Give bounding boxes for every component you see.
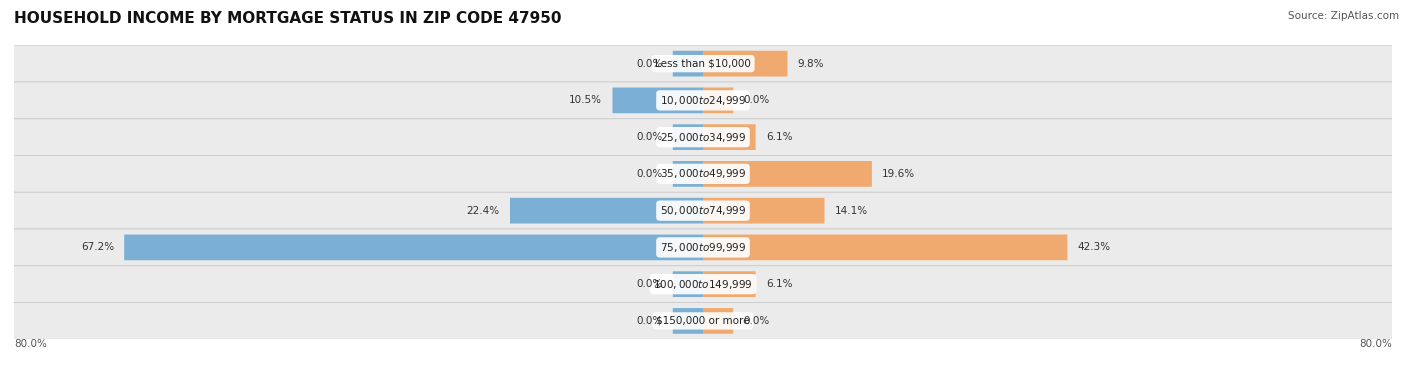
Text: 80.0%: 80.0% bbox=[1360, 339, 1392, 349]
Text: 67.2%: 67.2% bbox=[80, 242, 114, 253]
Text: Less than $10,000: Less than $10,000 bbox=[655, 58, 751, 69]
Text: $50,000 to $74,999: $50,000 to $74,999 bbox=[659, 204, 747, 217]
Text: 0.0%: 0.0% bbox=[637, 169, 662, 179]
FancyBboxPatch shape bbox=[673, 124, 703, 150]
Text: 0.0%: 0.0% bbox=[744, 95, 769, 106]
Text: 14.1%: 14.1% bbox=[835, 205, 868, 216]
FancyBboxPatch shape bbox=[703, 234, 1067, 260]
FancyBboxPatch shape bbox=[703, 51, 787, 77]
Text: 22.4%: 22.4% bbox=[467, 205, 499, 216]
FancyBboxPatch shape bbox=[10, 45, 1396, 82]
FancyBboxPatch shape bbox=[703, 161, 872, 187]
FancyBboxPatch shape bbox=[703, 87, 733, 113]
FancyBboxPatch shape bbox=[703, 308, 733, 334]
Text: HOUSEHOLD INCOME BY MORTGAGE STATUS IN ZIP CODE 47950: HOUSEHOLD INCOME BY MORTGAGE STATUS IN Z… bbox=[14, 11, 561, 26]
Text: $10,000 to $24,999: $10,000 to $24,999 bbox=[659, 94, 747, 107]
Text: $25,000 to $34,999: $25,000 to $34,999 bbox=[659, 131, 747, 144]
FancyBboxPatch shape bbox=[673, 271, 703, 297]
FancyBboxPatch shape bbox=[10, 302, 1396, 339]
Text: 9.8%: 9.8% bbox=[797, 58, 824, 69]
FancyBboxPatch shape bbox=[10, 119, 1396, 156]
Text: 10.5%: 10.5% bbox=[569, 95, 602, 106]
Text: 42.3%: 42.3% bbox=[1077, 242, 1111, 253]
Text: 0.0%: 0.0% bbox=[637, 58, 662, 69]
FancyBboxPatch shape bbox=[703, 124, 755, 150]
Text: 0.0%: 0.0% bbox=[744, 316, 769, 326]
Text: 6.1%: 6.1% bbox=[766, 279, 793, 289]
Text: 0.0%: 0.0% bbox=[637, 279, 662, 289]
FancyBboxPatch shape bbox=[10, 82, 1396, 119]
FancyBboxPatch shape bbox=[10, 156, 1396, 192]
Text: 6.1%: 6.1% bbox=[766, 132, 793, 142]
FancyBboxPatch shape bbox=[673, 161, 703, 187]
Text: 19.6%: 19.6% bbox=[882, 169, 915, 179]
FancyBboxPatch shape bbox=[703, 198, 824, 224]
FancyBboxPatch shape bbox=[673, 51, 703, 77]
Text: Source: ZipAtlas.com: Source: ZipAtlas.com bbox=[1288, 11, 1399, 21]
Text: 0.0%: 0.0% bbox=[637, 316, 662, 326]
Text: $100,000 to $149,999: $100,000 to $149,999 bbox=[654, 278, 752, 291]
Text: 0.0%: 0.0% bbox=[637, 132, 662, 142]
FancyBboxPatch shape bbox=[10, 266, 1396, 302]
FancyBboxPatch shape bbox=[10, 229, 1396, 266]
Text: $75,000 to $99,999: $75,000 to $99,999 bbox=[659, 241, 747, 254]
FancyBboxPatch shape bbox=[10, 192, 1396, 229]
Text: 80.0%: 80.0% bbox=[14, 339, 46, 349]
FancyBboxPatch shape bbox=[613, 87, 703, 113]
FancyBboxPatch shape bbox=[510, 198, 703, 224]
FancyBboxPatch shape bbox=[703, 271, 755, 297]
Text: $35,000 to $49,999: $35,000 to $49,999 bbox=[659, 167, 747, 180]
FancyBboxPatch shape bbox=[673, 308, 703, 334]
FancyBboxPatch shape bbox=[124, 234, 703, 260]
Text: $150,000 or more: $150,000 or more bbox=[657, 316, 749, 326]
Legend: Without Mortgage, With Mortgage: Without Mortgage, With Mortgage bbox=[575, 375, 831, 377]
